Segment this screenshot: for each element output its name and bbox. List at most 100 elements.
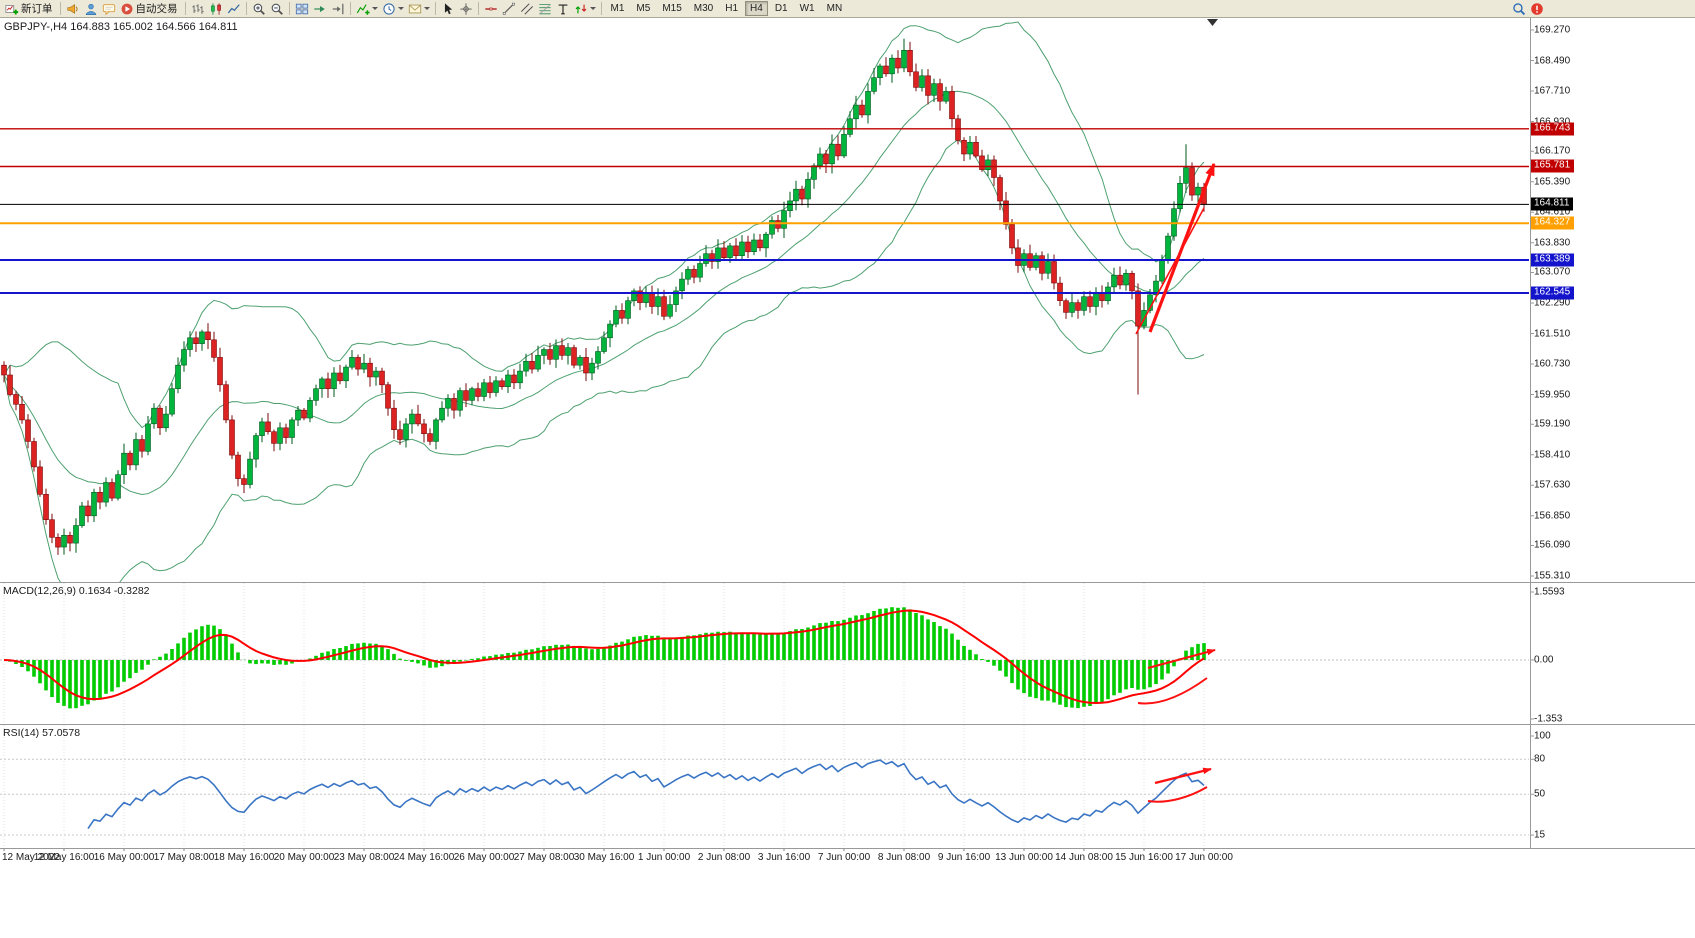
candle	[133, 439, 139, 466]
text-icon	[556, 2, 570, 16]
new-order-button-label: 新订单	[21, 3, 53, 15]
candle	[1063, 300, 1069, 313]
candle	[127, 452, 133, 466]
candle	[613, 310, 619, 325]
zoom-out-button[interactable]	[268, 1, 286, 17]
candle	[1135, 290, 1141, 327]
line-chart-button[interactable]	[225, 1, 243, 17]
tile-windows-button[interactable]	[293, 1, 311, 17]
candle	[589, 362, 595, 374]
cursor-button[interactable]	[439, 1, 457, 17]
candle	[1015, 247, 1021, 266]
search-button[interactable]	[1510, 1, 1528, 17]
zoom-in-button[interactable]	[250, 1, 268, 17]
timeframe-h4-button[interactable]: H4	[745, 1, 768, 16]
candle	[1111, 274, 1117, 288]
candle	[1075, 302, 1081, 311]
new-order-icon	[5, 2, 19, 16]
timeframe-m5-button[interactable]: M5	[636, 3, 651, 14]
arrows-tool-button[interactable]	[572, 1, 598, 17]
candle	[145, 423, 151, 452]
time-axis[interactable]	[0, 848, 1695, 870]
candle	[7, 374, 13, 395]
candle	[547, 349, 553, 360]
timeframe-m30-button[interactable]: M30	[693, 3, 714, 14]
candle	[919, 75, 925, 88]
notification-badge[interactable]	[1528, 1, 1546, 17]
text-tool-button[interactable]	[554, 1, 572, 17]
timeframe-m15-button[interactable]: M15	[662, 3, 682, 14]
candle	[1051, 261, 1057, 284]
chart-shift-marker[interactable]	[1207, 19, 1218, 26]
bar-chart-button[interactable]	[189, 1, 207, 17]
fibonacci-button[interactable]	[536, 1, 554, 17]
candle	[247, 458, 253, 485]
candle	[1189, 167, 1195, 196]
candle	[73, 525, 79, 544]
candle	[229, 419, 235, 456]
candle	[907, 49, 913, 73]
candle	[13, 394, 19, 405]
timeframe-h1-button[interactable]: H1	[725, 3, 739, 14]
crosshair-button[interactable]	[457, 1, 475, 17]
chat-button[interactable]	[100, 1, 118, 17]
candle	[427, 433, 433, 442]
toolbar-separator	[349, 2, 351, 15]
candle	[439, 407, 445, 421]
candle	[241, 478, 247, 485]
candle	[1177, 183, 1183, 210]
channel-button[interactable]	[518, 1, 536, 17]
candle	[901, 49, 907, 69]
timeframe-mn-button[interactable]: MN	[826, 3, 843, 14]
trend-arrow-annotation[interactable]	[1148, 162, 1216, 333]
auto-trading-button[interactable]: 自动交易	[118, 1, 182, 17]
timeframe-m1-button[interactable]: M1	[610, 3, 625, 14]
zoom-out-icon	[270, 2, 284, 16]
candle	[79, 505, 85, 526]
candlestick-button[interactable]	[207, 1, 225, 17]
candle	[283, 427, 289, 438]
candle	[49, 519, 55, 538]
candle	[667, 304, 673, 317]
price-axis[interactable]	[1530, 17, 1695, 848]
auto-scroll-button[interactable]	[311, 1, 329, 17]
new-order-button[interactable]: 新订单	[3, 1, 57, 17]
trend-line-annotation[interactable]	[1135, 207, 1205, 335]
candle	[151, 407, 157, 425]
candle	[781, 210, 787, 229]
candle	[625, 300, 631, 319]
candle	[811, 165, 817, 180]
templates-button[interactable]	[406, 1, 432, 17]
macd-arrow-annotation[interactable]	[1147, 648, 1216, 670]
timeframe-d1-button[interactable]: D1	[774, 3, 788, 14]
candle	[943, 91, 949, 102]
candle	[1069, 302, 1075, 313]
zoom-in-icon	[252, 2, 266, 16]
candle	[1129, 272, 1135, 292]
rsi-arrow-annotation[interactable]	[1154, 767, 1212, 785]
candle	[673, 290, 679, 305]
horizontal-line-button[interactable]	[482, 1, 500, 17]
rsi-curve-annotation[interactable]	[1147, 786, 1208, 803]
trendline-button[interactable]	[500, 1, 518, 17]
candle	[751, 239, 757, 252]
candle	[265, 421, 271, 432]
candle	[709, 253, 715, 262]
timeframe-w1-button[interactable]: W1	[799, 3, 815, 14]
candle	[847, 118, 853, 135]
macd-curve-annotation[interactable]	[1137, 677, 1208, 705]
candle	[631, 290, 637, 301]
candle	[331, 372, 337, 389]
candle	[727, 245, 733, 258]
indicators-button[interactable]	[354, 1, 380, 17]
candle	[271, 431, 277, 444]
bollinger-bands	[3, 21, 1205, 582]
candle	[637, 290, 643, 303]
periods-button[interactable]	[380, 1, 406, 17]
alerts-button[interactable]	[64, 1, 82, 17]
candle	[577, 357, 583, 366]
community-button[interactable]	[82, 1, 100, 17]
chart-shift-button[interactable]	[329, 1, 347, 17]
candle	[493, 380, 499, 393]
